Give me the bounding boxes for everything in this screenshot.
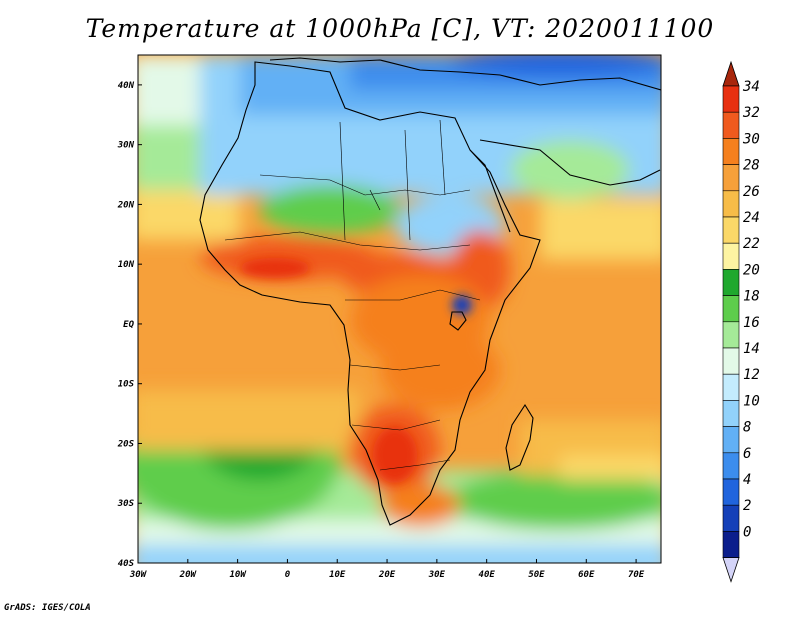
colorbar-swatch (722, 504, 740, 532)
arabia-green (510, 140, 630, 200)
colorbar-swatch (722, 111, 740, 139)
kalahari-peak (373, 427, 417, 483)
colorbar-swatch (722, 164, 740, 192)
colorbar-swatch (722, 452, 740, 480)
colorbar-label: 6 (743, 446, 751, 462)
lon-tick-label: 10W (229, 570, 247, 580)
colorbar-label: 8 (743, 420, 751, 436)
colorbar-swatch (722, 347, 740, 375)
south-indian-green (450, 470, 661, 530)
colorbar-label: 24 (743, 210, 760, 226)
lon-tick-label: 30E (428, 570, 446, 580)
lon-tick-label: 10E (329, 570, 346, 580)
colorbar-label: 2 (743, 498, 751, 514)
country-borders (224, 119, 481, 471)
lon-tick-label: 20W (179, 570, 198, 580)
sahel-green (260, 185, 400, 235)
colorbar-swatch (722, 478, 740, 506)
lat-tick-label: 20S (117, 439, 135, 449)
lon-tick-label: 20E (378, 570, 396, 580)
colorbar-label: 10 (743, 393, 760, 409)
arabia-coast (479, 139, 661, 186)
colorbar-label: 20 (743, 262, 760, 278)
lat-tick-label: 40S (118, 559, 135, 569)
latitude-axis: 40N 30N 20N 10N EQ 10S 20S 30S 40S (117, 81, 142, 569)
colorbar-label: 18 (743, 289, 760, 305)
lat-tick-label: EQ (123, 320, 134, 330)
lat-tick-label: 20N (117, 200, 135, 210)
colorbar-swatch (722, 138, 740, 165)
colorbar-label: 22 (743, 236, 760, 252)
colorbar-label: 28 (743, 158, 760, 174)
south-ocean-blue (138, 545, 661, 563)
lake-victoria (449, 311, 467, 331)
longitude-axis: 30W 20W 10W 0 10E 20E 30E 40E 50E 60E 70E (129, 559, 645, 580)
colorbar-swatch (722, 321, 740, 349)
colorbar-label: 14 (743, 341, 760, 357)
lat-tick-label: 30S (117, 499, 135, 509)
lon-tick-label: 50E (528, 570, 545, 580)
arabian-sea-yellow (540, 200, 661, 260)
north-atlantic-pale (138, 55, 210, 125)
map-title: Temperature at 1000hPa [C], VT: 20200111… (85, 14, 715, 43)
colorbar-swatch (722, 373, 740, 401)
red-sea-coast (469, 149, 511, 233)
colorbar-swatch (722, 242, 740, 270)
colorbar-under-triangle (722, 557, 740, 583)
colorbar-swatch (722, 531, 740, 558)
lat-tick-label: 40N (118, 81, 135, 91)
colorbar-label: 30 (742, 131, 760, 147)
lake-victoria-cold (452, 295, 472, 315)
coastlines (199, 57, 661, 526)
lon-tick-label: 70E (628, 570, 645, 580)
south-central-warm (380, 330, 500, 410)
colorbar-label: 0 (743, 524, 751, 540)
colorbar-swatch (722, 216, 740, 244)
colorbar-label: 12 (743, 367, 760, 383)
colorbar-label: 16 (743, 315, 760, 331)
grads-credit: GrADS: IGES/COLA (4, 603, 91, 613)
lat-tick-label: 10S (118, 380, 135, 390)
colorbar-label: 4 (743, 472, 751, 488)
temperature-field (138, 55, 661, 563)
colorbar-swatch (722, 400, 740, 427)
south-indian-lightyellow (560, 455, 661, 480)
south-atlantic-yellow (138, 390, 360, 450)
colorbar-swatch (722, 426, 740, 454)
colorbar-swatch (722, 190, 740, 218)
colorbar-label: 26 (743, 184, 760, 200)
lon-tick-label: 60E (578, 570, 595, 580)
colorbar-swatch (722, 269, 740, 296)
colorbar-label: 34 (742, 79, 760, 95)
lat-tick-label: 30N (117, 141, 135, 151)
lon-tick-label: 0 (285, 570, 291, 580)
plot-frame (137, 54, 662, 564)
colorbar-swatch (722, 295, 740, 323)
west-africa-peak (240, 258, 310, 278)
lat-tick-label: 10N (118, 260, 135, 270)
europe-coast (269, 57, 661, 91)
lon-tick-label: 30W (129, 570, 148, 580)
europe-dark-blue (450, 55, 661, 76)
colorbar-swatch (722, 85, 740, 113)
north-atlantic-yellow (138, 190, 240, 240)
colorbar-label: 32 (742, 105, 760, 121)
madagascar (505, 403, 534, 471)
colorbar-over-triangle (722, 60, 740, 87)
lon-tick-label: 40E (479, 570, 496, 580)
